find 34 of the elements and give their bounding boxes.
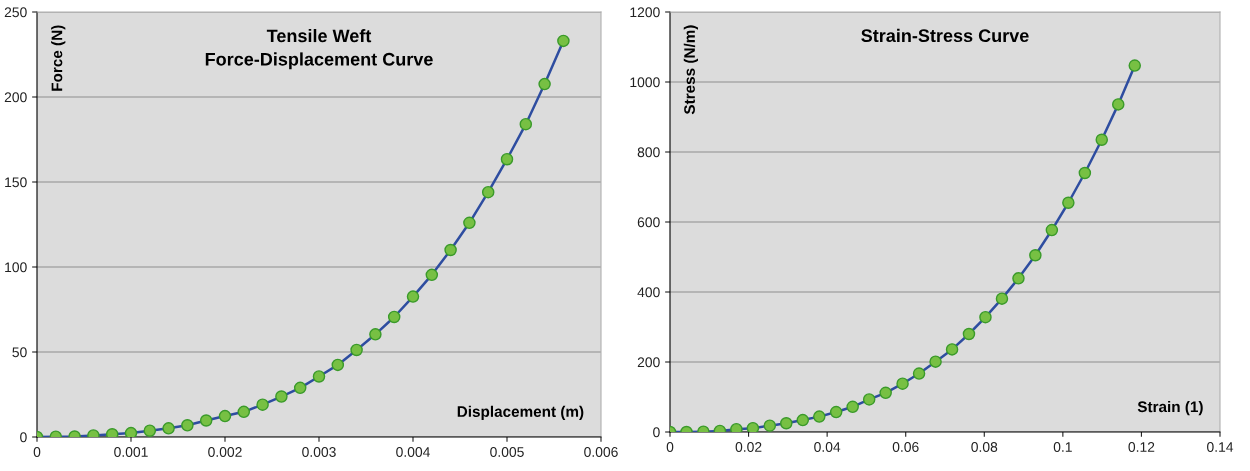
y-tick-label: 200 (637, 357, 660, 368)
x-tick-label: 0.005 (490, 447, 524, 457)
y-axis-title: Force (N) (51, 25, 66, 91)
y-tick-label: 1000 (630, 77, 660, 88)
x-tick-label: 0.004 (396, 447, 430, 457)
y-tick-label: 250 (4, 7, 27, 18)
x-tick-label: 0.001 (114, 447, 148, 457)
x-tick-label: 0 (33, 447, 41, 457)
x-tick-label: 0.003 (302, 447, 336, 457)
text: Strain-Stress Curve (861, 28, 1029, 43)
y-tick-label: 150 (5, 177, 27, 188)
x-axis-title: Strain (1) (1137, 400, 1203, 416)
y-tick-label: 50 (12, 347, 27, 358)
x-tick-label: 0.06 (892, 442, 919, 452)
y-tick-label: 400 (637, 287, 660, 298)
y-tick-label: 1200 (630, 7, 660, 18)
x-tick-label: 0.14 (1207, 442, 1234, 452)
x-tick-label: 0.1 (1053, 442, 1072, 452)
y-tick-label: 200 (4, 92, 27, 103)
x-tick-label: 0.006 (584, 447, 618, 457)
x-tick-label: 0 (666, 442, 674, 452)
x-tick-label: 0.08 (971, 442, 998, 452)
x-axis-title: Displacement (m) (457, 405, 584, 420)
x-tick-label: 0.04 (814, 442, 841, 452)
y-tick-label: 800 (637, 147, 660, 158)
text: Tensile Weft Force-Displacement Curve (205, 29, 433, 70)
y-tick-label: 0 (653, 427, 660, 438)
y-tick-label: 100 (5, 262, 27, 273)
y-axis-title: Stress (N/m) (683, 25, 698, 115)
y-tick-label: 600 (637, 217, 660, 228)
x-tick-label: 0.12 (1128, 442, 1155, 452)
x-tick-label: 0.002 (208, 447, 242, 457)
y-tick-label: 0 (20, 432, 27, 443)
x-tick-label: 0.02 (735, 442, 762, 452)
